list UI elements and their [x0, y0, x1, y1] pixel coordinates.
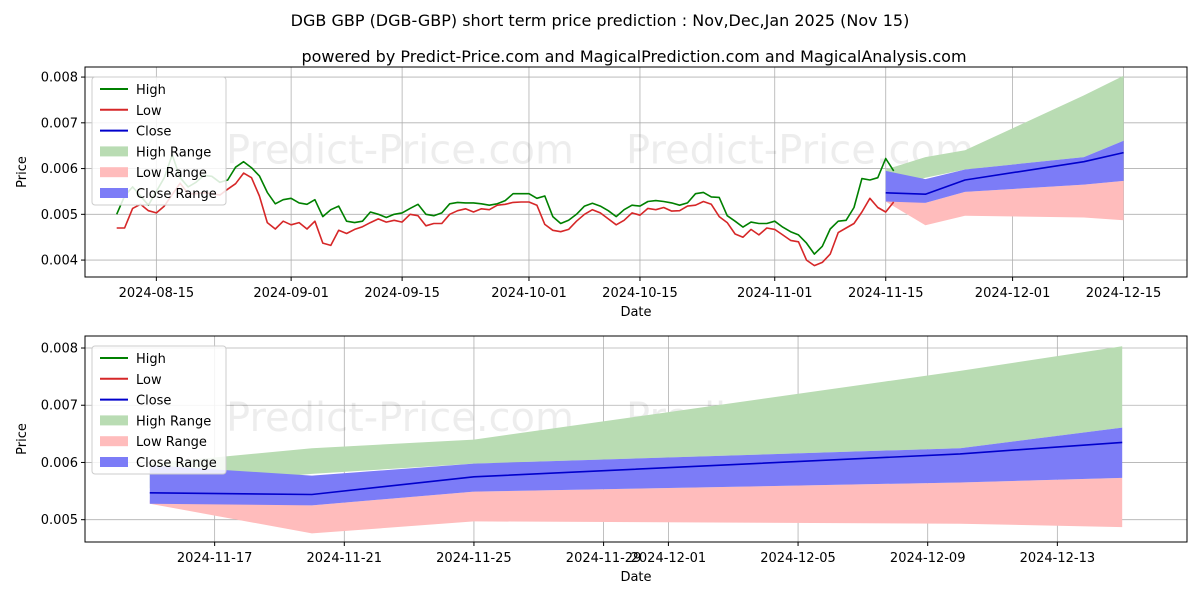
plot-frame	[84, 335, 1188, 543]
legend-label: High	[136, 352, 166, 367]
legend-swatch-close-range	[100, 457, 128, 467]
x-axis-label: Date	[620, 570, 651, 585]
x-tick-label: 2024-11-17	[177, 551, 253, 566]
x-tick-label: 2024-08-15	[119, 286, 195, 301]
legend-swatch-low-range	[100, 436, 128, 447]
high-range-band	[149, 346, 1123, 489]
y-axis-label: Price	[15, 423, 30, 455]
plot-frame	[84, 66, 1188, 278]
x-tick-label: 2024-10-15	[602, 286, 678, 301]
watermark-text: Predict-Price.com	[226, 547, 574, 593]
legend-label: Low	[136, 373, 162, 388]
chart-title: DGB GBP (DGB-GBP) short term price predi…	[291, 11, 910, 30]
legend: High Low Close High Range Low Range Close Ran…	[91, 345, 227, 475]
x-tick-label: 2024-11-21	[307, 551, 383, 566]
legend-label: High Range	[136, 145, 211, 160]
legend-label: Close Range	[136, 456, 217, 471]
x-tick-label: 2024-12-15	[1086, 286, 1162, 301]
y-tick-label: 0.007	[41, 399, 78, 414]
x-tick-label: 2024-11-01	[737, 286, 813, 301]
grid	[85, 67, 1187, 277]
y-tick-label: 0.006	[41, 456, 78, 471]
watermark-text: Predict-Price.com	[226, 395, 574, 441]
x-tick-label: 2024-12-01	[631, 551, 707, 566]
legend-label: Low	[136, 104, 162, 119]
y-tick-label: 0.006	[41, 162, 78, 177]
legend-label: Close Range	[136, 187, 217, 202]
x-tick-label: 2024-09-15	[364, 286, 440, 301]
high-range-band	[885, 75, 1124, 190]
x-axis-label: Date	[620, 305, 651, 320]
legend-swatch-close-range	[100, 188, 128, 198]
x-tick-label: 2024-12-01	[975, 286, 1051, 301]
y-tick-label: 0.008	[41, 342, 78, 357]
y-tick-label: 0.004	[41, 254, 78, 269]
y-axis-label: Price	[15, 156, 30, 188]
y-tick-label: 0.007	[41, 116, 78, 131]
y-tick-label: 0.008	[41, 71, 78, 86]
legend-label: Close	[136, 125, 171, 140]
close-line	[885, 151, 1124, 195]
low-line	[116, 172, 895, 267]
close-line	[149, 441, 1123, 496]
legend-label: High Range	[136, 414, 211, 429]
legend: High Low Close High Range Low Range Close Ran…	[91, 76, 227, 206]
legend-swatch-low-range	[100, 167, 128, 178]
legend-swatch-high-range	[100, 415, 128, 426]
low-range-band	[885, 180, 1124, 226]
legend-label: High	[136, 83, 166, 98]
x-tick-label: 2024-11-25	[436, 551, 512, 566]
legend-label: Low Range	[136, 435, 207, 450]
low-range-band	[149, 477, 1123, 534]
legend-label: Low Range	[136, 166, 207, 181]
x-tick-label: 2024-10-01	[491, 286, 567, 301]
x-tick-label: 2024-11-29	[566, 551, 642, 566]
x-tick-label: 2024-12-09	[890, 551, 966, 566]
top-chart-panel: Predict-Price.com Predict-Price.comPredic…	[15, 66, 1188, 320]
y-tick-label: 0.005	[41, 513, 78, 528]
legend-swatch-high-range	[100, 146, 128, 157]
y-tick-label: 0.005	[41, 208, 78, 223]
x-tick-label: 2024-11-15	[848, 286, 924, 301]
plot-area	[149, 346, 1123, 534]
x-tick-label: 2024-12-05	[760, 551, 836, 566]
high-line	[115, 154, 895, 255]
plot-area	[115, 75, 1124, 267]
x-tick-label: 2024-09-01	[253, 286, 329, 301]
watermark-text: Predict-Price.com	[226, 128, 574, 174]
legend-label: Close	[136, 394, 171, 409]
x-tick-label: 2024-12-13	[1020, 551, 1096, 566]
chart-subtitle: powered by Predict-Price.com and Magical…	[301, 47, 966, 66]
